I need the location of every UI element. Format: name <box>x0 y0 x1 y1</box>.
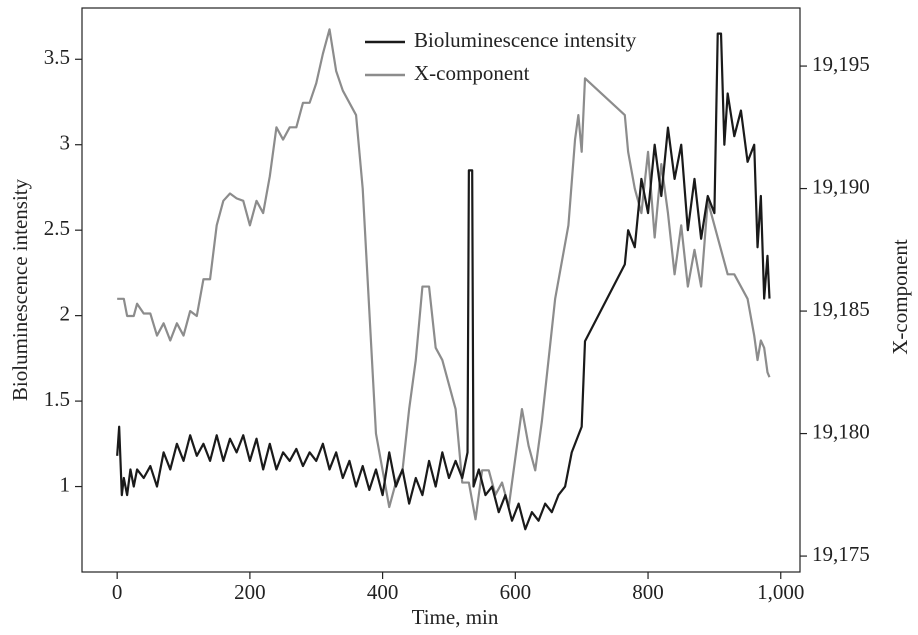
x-tick-label: 1,000 <box>757 580 804 604</box>
x-tick-label: 200 <box>234 580 266 604</box>
y2-tick-label: 19,185 <box>812 297 870 321</box>
series-line <box>117 28 771 521</box>
legend-label: X-component <box>414 61 530 85</box>
y2-tick-label: 19,180 <box>812 419 870 443</box>
y2-tick-label: 19,175 <box>812 542 870 566</box>
y2-tick-label: 19,195 <box>812 52 870 76</box>
y-tick-label: 2.5 <box>44 216 70 240</box>
y-tick-label: 3 <box>60 131 71 155</box>
x-tick-label: 800 <box>632 580 664 604</box>
x-tick-label: 400 <box>367 580 399 604</box>
y-tick-label: 1.5 <box>44 387 70 411</box>
y-tick-label: 1 <box>60 472 71 496</box>
plot-frame <box>81 7 801 573</box>
y-axis-label: Bioluminescence intensity <box>8 178 32 401</box>
x-tick-label: 600 <box>500 580 532 604</box>
y-tick-label: 3.5 <box>44 45 70 69</box>
legend-label: Bioluminescence intensity <box>414 28 637 52</box>
y2-axis-label: X-component <box>888 239 912 355</box>
x-tick-label: 0 <box>112 580 123 604</box>
series-line <box>116 32 771 531</box>
x-axis-label: Time, min <box>412 605 499 629</box>
y2-tick-label: 19,190 <box>812 174 870 198</box>
y-tick-label: 2 <box>60 301 71 325</box>
